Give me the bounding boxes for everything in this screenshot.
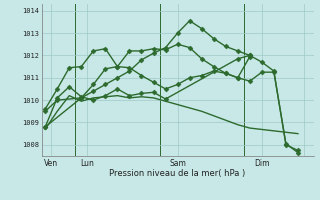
X-axis label: Pression niveau de la mer( hPa ): Pression niveau de la mer( hPa ) bbox=[109, 169, 246, 178]
